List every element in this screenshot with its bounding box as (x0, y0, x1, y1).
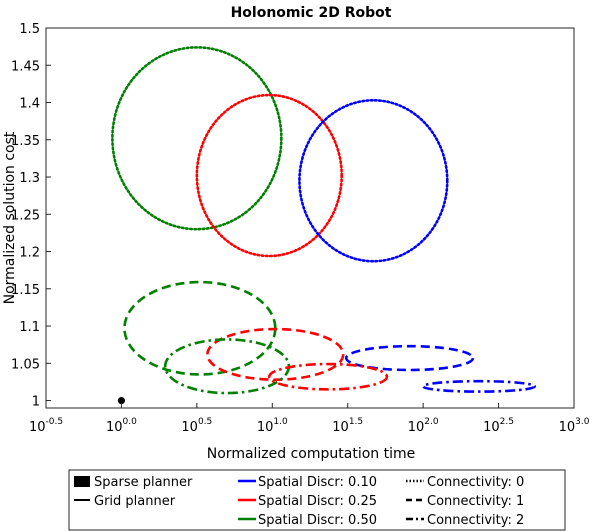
x-axis-label: Normalized computation time (207, 446, 415, 462)
x-tick-label: 103.0 (559, 417, 590, 435)
x-tick-label: 101.5 (332, 417, 363, 435)
legend: Sparse planner Grid planner Spatial Disc… (68, 469, 566, 531)
legend-grid-planner: Grid planner (94, 494, 176, 509)
sparse-planner-point (117, 396, 126, 405)
ellipse-discr-010-conn-2 (421, 379, 537, 393)
x-tick-label: 100.0 (106, 417, 137, 435)
legend-discr-010: Spatial Discr: 0.10 (258, 475, 377, 490)
ellipses-layer (111, 46, 537, 405)
y-tick-label: 1.35 (11, 134, 40, 149)
legend-connectivity-2: Connectivity: 2 (427, 513, 524, 528)
ellipse-discr-025-conn-1 (206, 327, 345, 381)
ellipse-discr-010-conn-1 (344, 344, 475, 372)
y-tick-label: 1.25 (11, 208, 40, 223)
ellipse-discr-050-conn-0 (111, 46, 283, 231)
y-tick-label: 1.1 (19, 320, 40, 335)
x-tick-label: 10-0.5 (29, 417, 63, 435)
x-ticks: 10-0.5 100.0 100.5 101.0 101.5 102.0 102.5 103.… (29, 403, 590, 435)
y-tick-label: 1.45 (11, 59, 40, 74)
ellipse-discr-050-conn-1 (123, 280, 277, 376)
x-tick-label: 100.5 (181, 417, 212, 435)
ellipse-discr-010-conn-0 (298, 98, 449, 263)
plot-area: 10-0.5 100.0 100.5 101.0 101.5 102.0 102.5 103.… (11, 22, 590, 435)
y-tick-label: 1.5 (19, 22, 40, 37)
y-tick-label: 1.4 (19, 97, 40, 112)
y-axis-label: Normalized solution cost (2, 131, 18, 304)
legend-swatch-sparse (74, 476, 90, 487)
y-tick-label: 1.2 (19, 246, 40, 261)
y-tick-label: 1.15 (11, 283, 40, 298)
legend-connectivity-0: Connectivity: 0 (427, 475, 524, 490)
axes-box (45, 27, 575, 409)
chart-title: Holonomic 2D Robot (231, 5, 392, 21)
ellipse-discr-050-conn-2 (163, 338, 291, 395)
y-tick-label: 1.05 (11, 357, 40, 372)
y-tick-label: 1 (32, 395, 40, 410)
y-tick-label: 1.3 (19, 171, 40, 186)
legend-box (68, 469, 566, 531)
ellipse-discr-025-conn-2 (267, 362, 389, 391)
legend-sparse-planner: Sparse planner (94, 475, 193, 490)
y-ticks: 1 1.05 1.1 1.15 1.2 1.25 1.3 1.35 1.4 1.45 1.5 (11, 22, 51, 410)
x-tick-label: 102.5 (483, 417, 514, 435)
legend-connectivity-1: Connectivity: 1 (427, 494, 524, 509)
x-tick-label: 101.0 (257, 417, 288, 435)
ellipse-discr-025-conn-0 (195, 93, 343, 258)
legend-discr-050: Spatial Discr: 0.50 (258, 513, 377, 528)
legend-discr-025: Spatial Discr: 0.25 (258, 494, 377, 509)
x-tick-label: 102.0 (408, 417, 439, 435)
